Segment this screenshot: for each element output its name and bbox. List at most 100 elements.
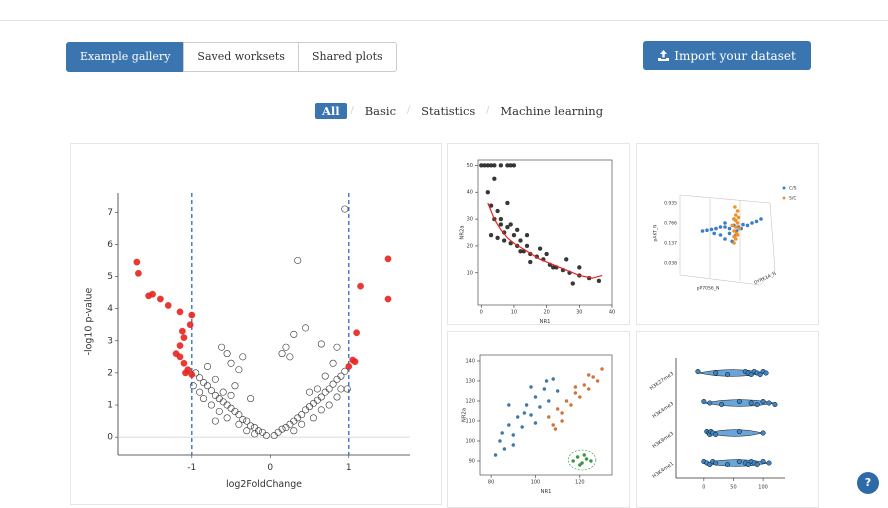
point <box>302 324 310 332</box>
point <box>298 420 306 428</box>
point <box>179 327 186 335</box>
category-label: H3K27me3 <box>649 371 675 392</box>
point <box>582 383 587 387</box>
point <box>524 233 530 238</box>
point <box>243 427 251 435</box>
point <box>351 358 359 366</box>
point <box>575 455 580 459</box>
point <box>309 399 317 407</box>
point <box>321 372 329 380</box>
y-tick-label: 120 <box>465 399 475 405</box>
point <box>718 233 723 237</box>
point <box>498 222 504 227</box>
x-tick-label: 10 <box>511 310 517 316</box>
help-button[interactable]: ? <box>857 472 879 494</box>
point <box>511 443 516 447</box>
point <box>298 411 306 419</box>
card[interactable] <box>70 143 442 505</box>
import-button[interactable]: Import your dataset <box>643 41 811 70</box>
point <box>207 387 215 395</box>
point <box>282 424 290 432</box>
point <box>353 329 360 337</box>
tab[interactable]: Shared plots <box>297 42 397 72</box>
card[interactable] <box>447 331 630 508</box>
x-tick-label: 30 <box>576 310 582 316</box>
point <box>745 223 750 228</box>
point <box>235 366 243 374</box>
filter[interactable]: Basic <box>364 104 397 118</box>
box-edge <box>679 194 771 204</box>
point <box>748 371 754 378</box>
point <box>219 398 227 406</box>
point <box>573 385 578 389</box>
point <box>736 398 742 405</box>
x-tick-label: 0 <box>702 485 705 491</box>
filter[interactable]: All <box>315 103 347 119</box>
point <box>211 391 219 399</box>
point <box>560 411 564 415</box>
point <box>231 407 239 415</box>
point <box>180 334 188 341</box>
filter[interactable]: Machine learning <box>500 104 604 118</box>
y-tick-label: 10 <box>467 270 473 276</box>
point <box>227 391 235 399</box>
filter[interactable]: Statistics <box>421 104 476 118</box>
point <box>533 421 538 425</box>
legend-label: S/C <box>789 196 797 202</box>
point <box>302 406 310 414</box>
point <box>754 461 760 468</box>
tab[interactable]: Example gallery <box>66 42 185 72</box>
point <box>501 238 507 243</box>
point <box>529 385 533 389</box>
point <box>186 321 194 329</box>
point <box>759 217 763 221</box>
point <box>188 311 196 319</box>
point <box>488 233 494 238</box>
point <box>498 216 504 222</box>
point <box>732 234 736 239</box>
point <box>203 362 211 370</box>
point <box>551 265 556 270</box>
point <box>286 353 294 361</box>
y-tick-label: 40 <box>467 190 473 196</box>
y-tick-label: 100 <box>465 439 475 445</box>
point <box>724 371 731 378</box>
card[interactable] <box>636 143 819 325</box>
point <box>727 226 732 231</box>
point <box>507 403 511 407</box>
point <box>571 459 575 463</box>
axis-label: pAKT_N <box>653 225 659 242</box>
point <box>290 427 298 435</box>
legend-swatch <box>782 186 786 190</box>
point <box>345 363 353 370</box>
y-tick-label: 130 <box>465 379 475 385</box>
point <box>227 404 235 412</box>
point <box>215 407 223 415</box>
point <box>555 407 560 411</box>
point <box>500 431 504 435</box>
point <box>736 215 741 220</box>
card[interactable] <box>447 143 630 325</box>
point <box>274 428 282 436</box>
point <box>586 387 591 391</box>
point <box>713 431 719 438</box>
point <box>207 401 215 409</box>
card[interactable] <box>636 331 819 508</box>
category-label: H3K4me3 <box>651 401 675 420</box>
point <box>258 428 266 436</box>
point <box>713 370 719 376</box>
x-tick-label: 40 <box>609 310 615 316</box>
point <box>251 424 259 432</box>
y-axis-label: NR2a <box>462 408 468 422</box>
point <box>727 231 732 236</box>
y-tick-label: 1 <box>107 401 113 411</box>
point <box>707 461 713 468</box>
point <box>573 391 578 395</box>
axis-label: DYRK1A_N <box>753 271 777 286</box>
point <box>223 401 231 409</box>
box-edge <box>769 202 776 271</box>
tab[interactable]: Saved worksets <box>183 42 299 72</box>
point <box>732 229 736 233</box>
point <box>564 399 569 403</box>
point <box>547 399 551 403</box>
